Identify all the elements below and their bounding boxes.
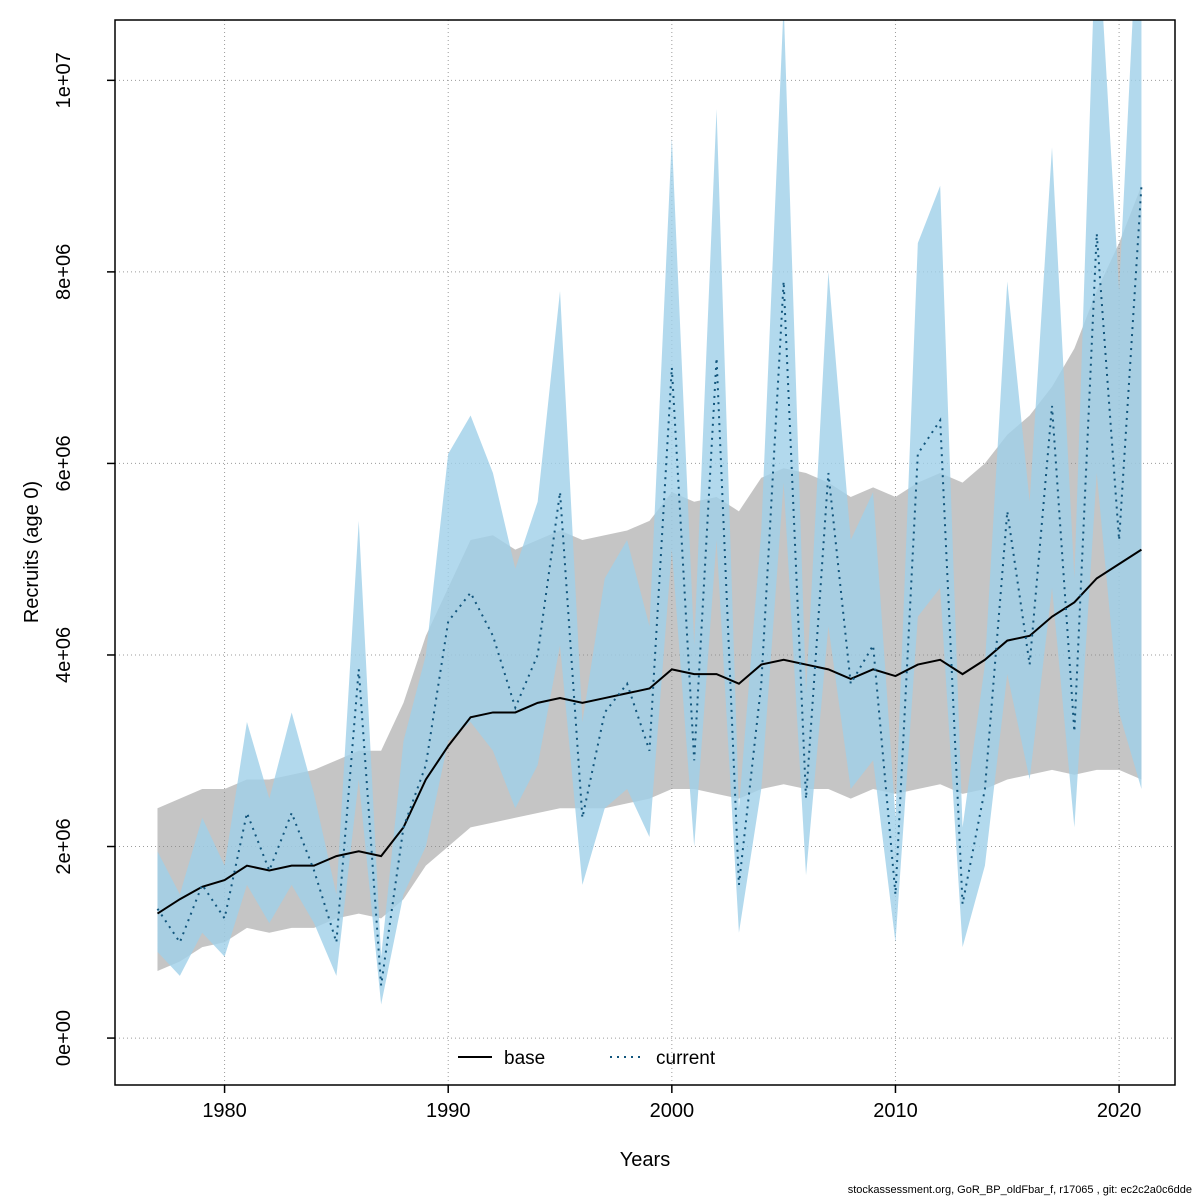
x-tick-label: 2020 (1097, 1100, 1142, 1122)
legend-current-label: current (656, 1048, 716, 1069)
x-tick-label: 1980 (202, 1100, 247, 1122)
axes: 1980 1990 2000 2010 2020 0e+00 2e+06 4e+06 6e+06… (53, 52, 1141, 1122)
series-lines (156, 185, 1143, 986)
x-tick-label: 2010 (873, 1100, 918, 1122)
y-axis-title: Recruits (age 0) (21, 481, 43, 623)
y-tick-label: 4e+06 (53, 627, 75, 683)
legend-base-label: base (504, 1048, 545, 1069)
plot-border (114, 19, 1176, 1086)
footer-caption: stockassessment.org, GoR_BP_oldFbar_f, r… (848, 1184, 1192, 1196)
x-tick-label: 2000 (650, 1100, 695, 1122)
x-tick-label: 1990 (426, 1100, 471, 1122)
current-line (156, 185, 1143, 986)
y-tick-label: 6e+06 (53, 435, 75, 491)
y-tick-label: 0e+00 (53, 1010, 75, 1066)
x-axis-title: Years (620, 1149, 670, 1171)
y-tick-label: 2e+06 (53, 818, 75, 874)
y-tick-label: 8e+06 (53, 244, 75, 300)
confidence-bands (157, 20, 1142, 1005)
base-line (156, 548, 1142, 915)
legend: base current (458, 1048, 716, 1069)
y-tick-label: 1e+07 (53, 52, 75, 108)
current-confidence-band (157, 20, 1142, 1005)
